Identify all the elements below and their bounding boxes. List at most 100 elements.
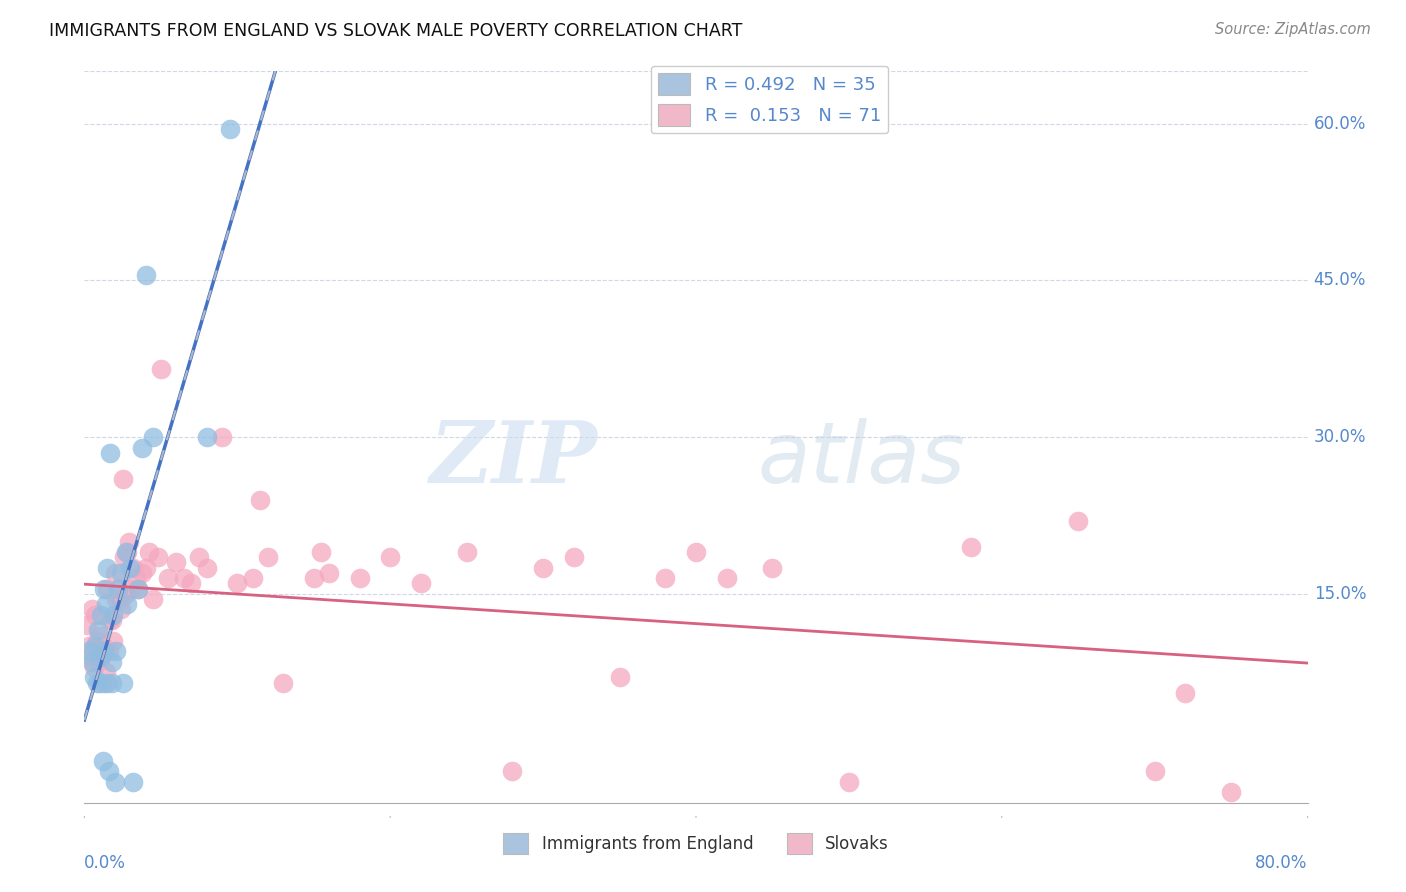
Point bbox=[94, 665, 117, 680]
Point bbox=[318, 566, 340, 580]
Text: 30.0%: 30.0% bbox=[1313, 428, 1367, 446]
Point bbox=[120, 560, 142, 574]
Point bbox=[218, 121, 240, 136]
Point bbox=[97, 644, 120, 658]
Point bbox=[107, 582, 129, 596]
Point bbox=[89, 649, 111, 664]
Point bbox=[838, 775, 860, 789]
Point bbox=[111, 472, 134, 486]
Point bbox=[105, 592, 128, 607]
Point bbox=[195, 560, 218, 574]
Point bbox=[135, 268, 157, 282]
Point bbox=[761, 560, 783, 574]
Point bbox=[98, 446, 121, 460]
Point bbox=[142, 430, 165, 444]
Point bbox=[195, 430, 218, 444]
Point bbox=[242, 571, 264, 585]
Point bbox=[1067, 514, 1090, 528]
Point bbox=[146, 550, 169, 565]
Point bbox=[114, 545, 136, 559]
Point bbox=[609, 670, 631, 684]
Point bbox=[76, 618, 98, 632]
Point bbox=[138, 545, 160, 559]
Point bbox=[131, 441, 153, 455]
Point bbox=[77, 644, 100, 658]
Point bbox=[108, 592, 131, 607]
Point bbox=[90, 607, 112, 622]
Point bbox=[83, 660, 105, 674]
Point bbox=[188, 550, 211, 565]
Point bbox=[80, 602, 103, 616]
Point bbox=[101, 655, 124, 669]
Point bbox=[94, 597, 117, 611]
Point bbox=[960, 540, 983, 554]
Point bbox=[101, 613, 124, 627]
Point bbox=[562, 550, 585, 565]
Point bbox=[122, 560, 145, 574]
Legend: Immigrants from England, Slovaks: Immigrants from England, Slovaks bbox=[496, 827, 896, 860]
Point bbox=[349, 571, 371, 585]
Point bbox=[257, 550, 280, 565]
Point bbox=[157, 571, 180, 585]
Point bbox=[685, 545, 707, 559]
Point bbox=[87, 624, 110, 638]
Point bbox=[115, 545, 138, 559]
Point bbox=[101, 675, 124, 690]
Point bbox=[127, 582, 149, 596]
Point bbox=[98, 613, 121, 627]
Text: 45.0%: 45.0% bbox=[1313, 271, 1367, 289]
Point bbox=[97, 764, 120, 779]
Point bbox=[1174, 686, 1197, 700]
Text: Source: ZipAtlas.com: Source: ZipAtlas.com bbox=[1215, 22, 1371, 37]
Point bbox=[211, 430, 233, 444]
Text: 0.0%: 0.0% bbox=[84, 854, 127, 872]
Point bbox=[86, 633, 108, 648]
Text: 80.0%: 80.0% bbox=[1256, 854, 1308, 872]
Point bbox=[96, 582, 118, 596]
Point bbox=[531, 560, 554, 574]
Point bbox=[127, 582, 149, 596]
Point bbox=[93, 582, 115, 596]
Point bbox=[125, 571, 148, 585]
Point bbox=[89, 629, 111, 643]
Point bbox=[226, 576, 249, 591]
Point bbox=[302, 571, 325, 585]
Point bbox=[96, 675, 118, 690]
Text: atlas: atlas bbox=[758, 417, 965, 500]
Point bbox=[1220, 785, 1243, 799]
Point bbox=[311, 545, 333, 559]
Point bbox=[107, 582, 129, 596]
Point bbox=[110, 602, 132, 616]
Point bbox=[91, 639, 114, 653]
Point bbox=[112, 550, 135, 565]
Point bbox=[502, 764, 524, 779]
Point bbox=[104, 566, 127, 580]
Point bbox=[103, 633, 125, 648]
Point bbox=[103, 607, 125, 622]
Point bbox=[83, 670, 105, 684]
Point bbox=[654, 571, 676, 585]
Point bbox=[86, 675, 108, 690]
Point bbox=[115, 597, 138, 611]
Point bbox=[96, 560, 118, 574]
Point bbox=[249, 492, 271, 507]
Point bbox=[79, 649, 101, 664]
Point bbox=[90, 649, 112, 664]
Point bbox=[105, 644, 128, 658]
Point bbox=[93, 644, 115, 658]
Point bbox=[120, 582, 142, 596]
Point bbox=[142, 592, 165, 607]
Point bbox=[716, 571, 738, 585]
Point bbox=[84, 639, 107, 653]
Point bbox=[380, 550, 402, 565]
Point bbox=[84, 607, 107, 622]
Point bbox=[180, 576, 202, 591]
Text: 15.0%: 15.0% bbox=[1313, 585, 1367, 603]
Point bbox=[104, 775, 127, 789]
Point bbox=[173, 571, 195, 585]
Point bbox=[87, 655, 110, 669]
Point bbox=[111, 675, 134, 690]
Point bbox=[271, 675, 294, 690]
Point bbox=[456, 545, 478, 559]
Point bbox=[409, 576, 432, 591]
